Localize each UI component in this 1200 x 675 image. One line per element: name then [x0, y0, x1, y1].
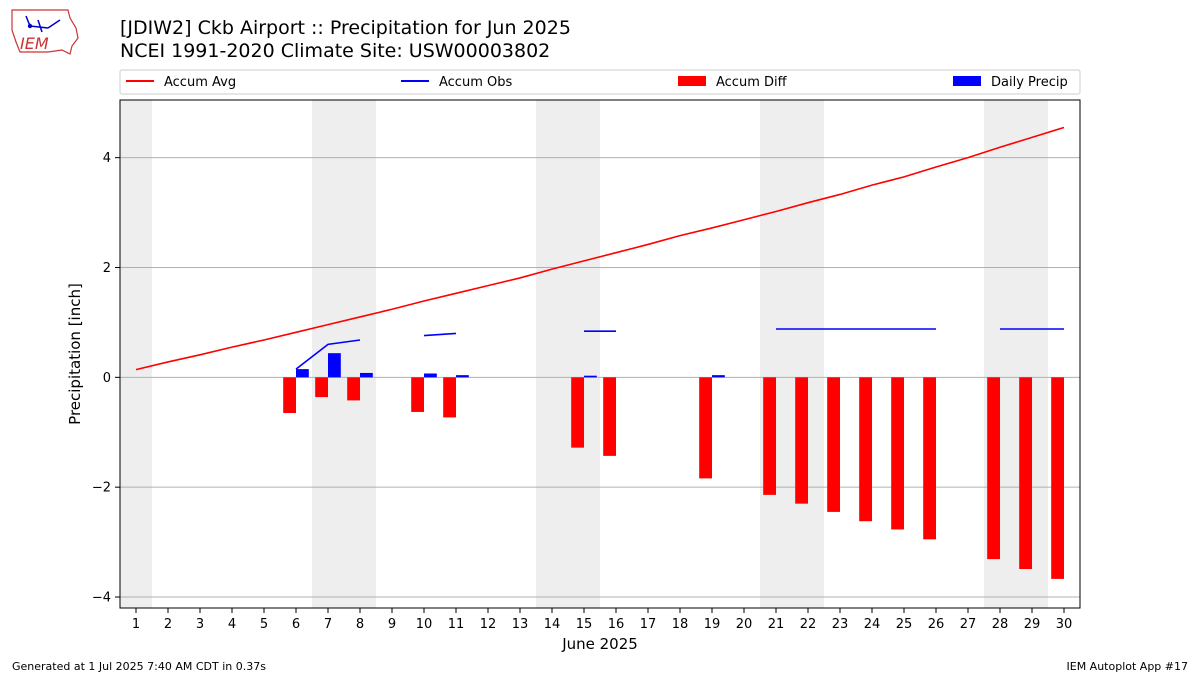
- chart-subtitle: NCEI 1991-2020 Climate Site: USW00003802: [120, 40, 551, 62]
- x-tick-label-24: 24: [864, 617, 881, 632]
- daily-precip-bar-7: [328, 353, 341, 378]
- weekend-shade-21: [760, 100, 792, 608]
- x-tick-label-11: 11: [448, 617, 465, 632]
- x-tick-label-23: 23: [832, 617, 849, 632]
- accum-diff-bar-15: [571, 377, 584, 448]
- lines: [135, 126, 1065, 371]
- accum-diff-bar-29: [1019, 377, 1032, 570]
- x-tick-label-8: 8: [356, 617, 364, 632]
- x-tick-label-18: 18: [672, 617, 689, 632]
- x-tick-label-22: 22: [800, 617, 817, 632]
- accum-obs-line-0: [295, 339, 361, 370]
- x-tick-label-13: 13: [512, 617, 529, 632]
- x-tick-label-5: 5: [260, 617, 268, 632]
- x-tick-label-14: 14: [544, 617, 561, 632]
- iem-logo-text: IEM: [20, 34, 49, 53]
- plot-frame: [119, 99, 1081, 609]
- daily-precip-bar-19: [712, 375, 725, 378]
- app-note: IEM Autoplot App #17: [1066, 660, 1189, 673]
- accum-diff-bar-30: [1051, 377, 1064, 579]
- y-tick-label--2: −2: [92, 481, 111, 496]
- accum-diff-bar-7: [315, 377, 328, 398]
- daily-precip-bar-10: [424, 373, 437, 378]
- accum-diff-bar-19: [699, 377, 712, 479]
- legend-box: [119, 69, 1081, 95]
- daily-precip-bar-11: [456, 375, 469, 378]
- legend-swatch-daily-precip: [953, 76, 981, 86]
- x-tick-label-19: 19: [704, 617, 721, 632]
- legend-label-daily-precip: Daily Precip: [991, 75, 1068, 90]
- accum-diff-bar-25: [891, 377, 904, 530]
- accum-diff-bar-16: [603, 377, 616, 456]
- weekend-shade-1: [120, 100, 152, 608]
- x-tick-label-7: 7: [324, 617, 332, 632]
- accum-diff-bar-22: [795, 377, 808, 504]
- accum-diff-bar-10: [411, 377, 424, 412]
- x-tick-label-17: 17: [640, 617, 657, 632]
- accum-diff-bar-26: [923, 377, 936, 540]
- daily-precip-bar-6: [296, 369, 309, 378]
- x-tick-label-16: 16: [608, 617, 625, 632]
- x-tick-label-21: 21: [768, 617, 785, 632]
- x-tick-label-1: 1: [132, 617, 140, 632]
- legend-swatch-accum-diff: [678, 76, 706, 86]
- x-tick-label-4: 4: [228, 617, 236, 632]
- x-tick-label-29: 29: [1024, 617, 1041, 632]
- x-tick-label-2: 2: [164, 617, 172, 632]
- generated-note: Generated at 1 Jul 2025 7:40 AM CDT in 0…: [12, 660, 266, 673]
- x-tick-label-30: 30: [1056, 617, 1073, 632]
- daily-precip-bar-8: [360, 372, 373, 378]
- y-tick-label-4: 4: [103, 151, 111, 166]
- x-tick-label-6: 6: [292, 617, 300, 632]
- y-tick-label-2: 2: [103, 261, 111, 276]
- accum-diff-bar-11: [443, 377, 456, 418]
- chart-title: [JDIW2] Ckb Airport :: Precipitation for…: [120, 17, 571, 39]
- legend-label-accum-diff: Accum Diff: [716, 75, 788, 90]
- accum-diff-bar-6: [283, 377, 296, 414]
- x-tick-label-28: 28: [992, 617, 1009, 632]
- accum-diff-bar-21: [763, 377, 776, 495]
- legend: Accum Avg Accum Obs Accum Diff Daily Precip: [119, 69, 1081, 95]
- daily-precip-bar-15: [584, 375, 597, 378]
- x-tick-label-9: 9: [388, 617, 396, 632]
- x-axis-label: June 2025: [561, 635, 638, 653]
- y-tick-label--4: −4: [92, 591, 111, 606]
- x-tick-label-20: 20: [736, 617, 753, 632]
- y-tick-label-0: 0: [103, 371, 111, 386]
- x-tick-label-27: 27: [960, 617, 977, 632]
- x-tick-label-26: 26: [928, 617, 945, 632]
- grid-lines: [120, 157, 1080, 598]
- legend-label-accum-obs: Accum Obs: [439, 75, 512, 90]
- accum-diff-bar-28: [987, 377, 1000, 560]
- y-axis-label: Precipitation [inch]: [66, 283, 84, 425]
- weekend-shade-8: [344, 100, 376, 608]
- legend-label-accum-avg: Accum Avg: [164, 75, 236, 90]
- bars: [283, 353, 1064, 579]
- weekend-shade-15: [568, 100, 600, 608]
- accum-diff-bar-23: [827, 377, 840, 512]
- x-tick-label-25: 25: [896, 617, 913, 632]
- iem-logo: IEM: [11, 9, 79, 55]
- x-tick-label-12: 12: [480, 617, 497, 632]
- x-tick-label-15: 15: [576, 617, 593, 632]
- x-tick-label-3: 3: [196, 617, 204, 632]
- x-tick-label-10: 10: [416, 617, 433, 632]
- weekend-shade-14: [536, 100, 568, 608]
- accum-diff-bar-24: [859, 377, 872, 522]
- weekend-shade-22: [792, 100, 824, 608]
- accum-avg-line-0: [135, 126, 1065, 371]
- accum-diff-bar-8: [347, 377, 360, 401]
- accum-obs-line-1: [423, 332, 457, 337]
